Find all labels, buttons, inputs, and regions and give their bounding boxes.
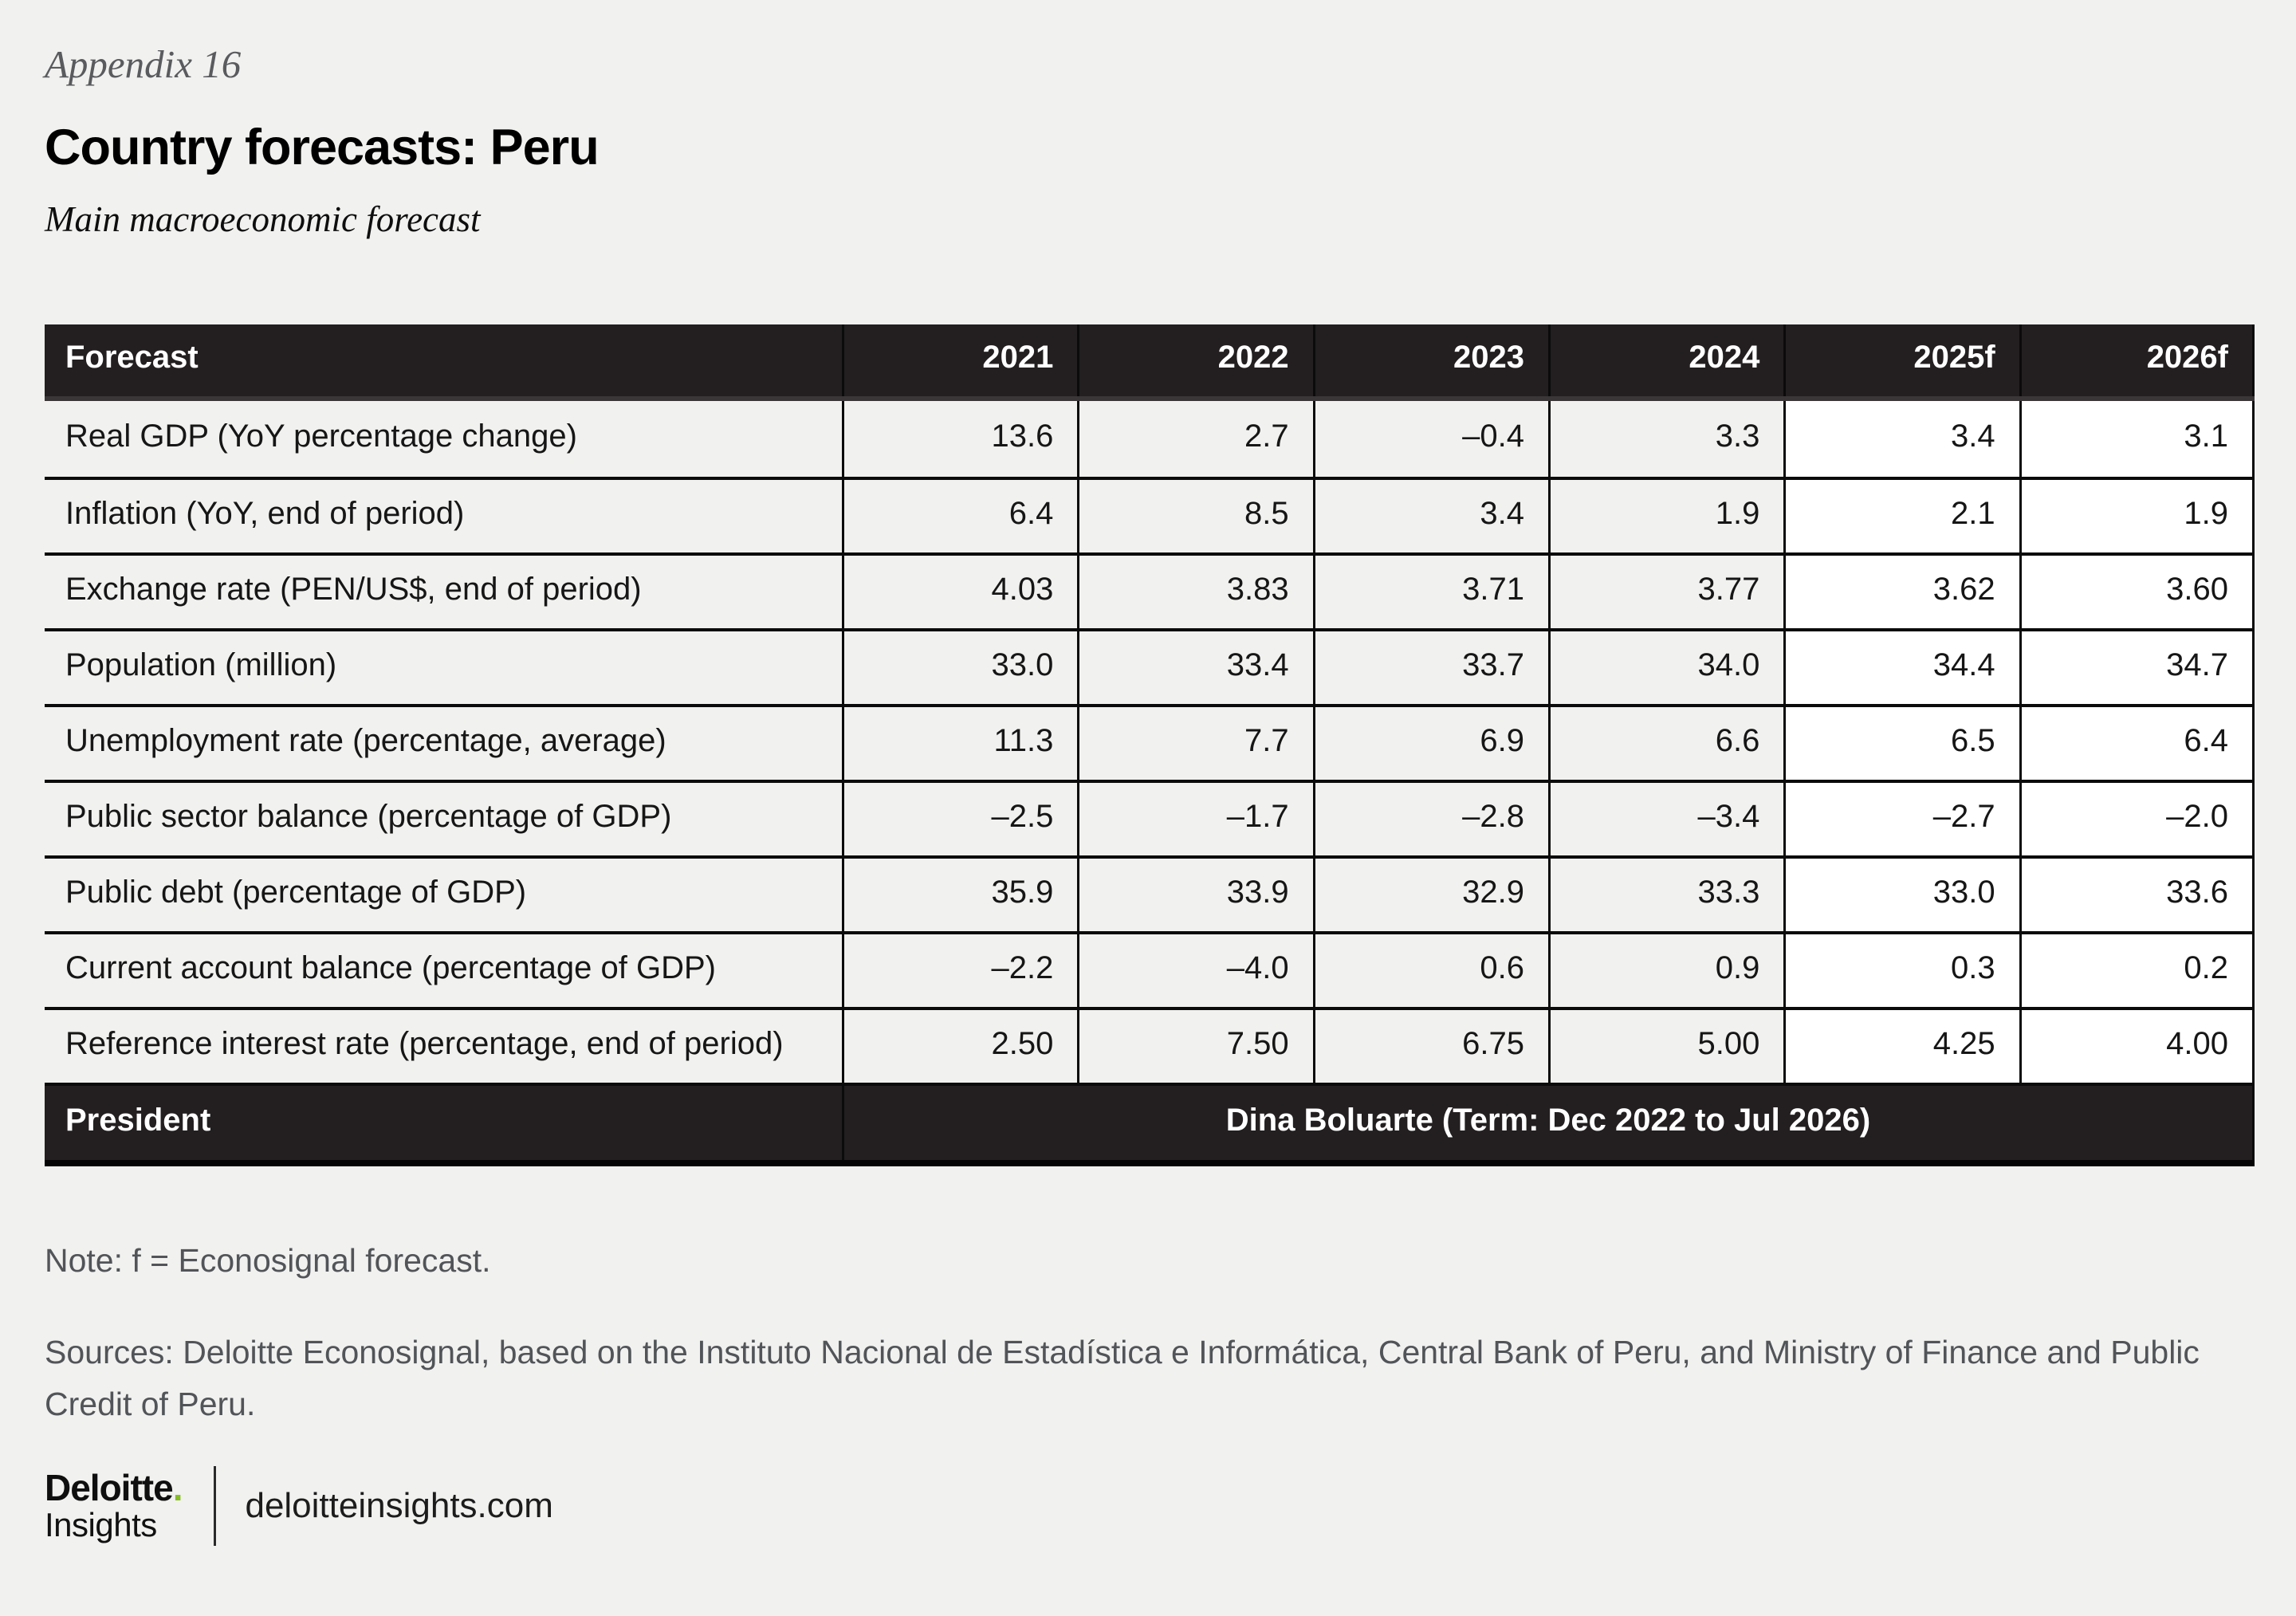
brand-footer: Deloitte. Insights deloitteinsights.com [45, 1466, 2255, 1547]
cell-2026f: 3.1 [2019, 400, 2255, 477]
cell-2026f: 4.00 [2019, 1009, 2255, 1083]
row-label: Public sector balance (percentage of GDP… [65, 798, 672, 834]
cell-2024: –3.4 [1548, 782, 1783, 855]
table-row-unemployment: Unemployment rate (percentage, average) … [45, 703, 2255, 780]
column-header-2023: 2023 [1312, 324, 1548, 396]
cell-2021: 11.3 [842, 706, 1077, 780]
cell-2025f: –2.7 [1783, 782, 2019, 855]
cell-2021: 4.03 [842, 555, 1077, 628]
brand-sub: Insights [45, 1506, 157, 1544]
cell-2023: 3.71 [1312, 555, 1548, 628]
cell-2021: –2.5 [842, 782, 1077, 855]
cell-2026f: 34.7 [2019, 631, 2255, 704]
cell-2026f: 6.4 [2019, 706, 2255, 780]
cell-2025f: 4.25 [1783, 1009, 2019, 1083]
president-value: Dina Boluarte (Term: Dec 2022 to Jul 202… [842, 1085, 2255, 1160]
president-label: President [65, 1102, 211, 1138]
cell-2025f: 2.1 [1783, 479, 2019, 552]
row-label: Public debt (percentage of GDP) [65, 874, 527, 910]
column-header-2026f: 2026f [2019, 324, 2255, 396]
row-label: Unemployment rate (percentage, average) [65, 722, 666, 758]
row-label: Exchange rate (PEN/US$, end of period) [65, 571, 642, 607]
cell-2024: 3.3 [1548, 400, 1783, 477]
cell-2022: 8.5 [1077, 479, 1312, 552]
cell-2026f: –2.0 [2019, 782, 2255, 855]
cell-2026f: 1.9 [2019, 479, 2255, 552]
cell-2026f: 3.60 [2019, 555, 2255, 628]
president-row: President Dina Boluarte (Term: Dec 2022 … [45, 1082, 2255, 1160]
cell-2024: 33.3 [1548, 858, 1783, 931]
table-row-reference-rate: Reference interest rate (percentage, end… [45, 1006, 2255, 1083]
cell-2026f: 33.6 [2019, 858, 2255, 931]
brand-name: Deloitte. [45, 1467, 183, 1509]
page-subtitle: Main macroeconomic forecast [45, 199, 481, 239]
cell-2024: 3.77 [1548, 555, 1783, 628]
cell-2023: 33.7 [1312, 631, 1548, 704]
table-row-real-gdp: Real GDP (YoY percentage change) 13.6 2.… [45, 400, 2255, 477]
cell-2022: 33.4 [1077, 631, 1312, 704]
row-label: Current account balance (percentage of G… [65, 950, 716, 985]
cell-2025f: 3.62 [1783, 555, 2019, 628]
cell-2022: 7.50 [1077, 1009, 1312, 1083]
cell-2021: 2.50 [842, 1009, 1077, 1083]
table-row-public-sector-balance: Public sector balance (percentage of GDP… [45, 779, 2255, 855]
appendix-label: Appendix 16 [45, 42, 242, 86]
cell-2025f: 3.4 [1783, 400, 2019, 477]
cell-2024: 6.6 [1548, 706, 1783, 780]
cell-2023: 6.75 [1312, 1009, 1548, 1083]
cell-2025f: 0.3 [1783, 934, 2019, 1007]
cell-2021: 33.0 [842, 631, 1077, 704]
cell-2022: –1.7 [1077, 782, 1312, 855]
cell-2024: 1.9 [1548, 479, 1783, 552]
column-header-2025f: 2025f [1783, 324, 2019, 396]
page-title: Country forecasts: Peru [45, 120, 600, 176]
column-header-2021: 2021 [842, 324, 1077, 396]
table-row-inflation: Inflation (YoY, end of period) 6.4 8.5 3… [45, 476, 2255, 552]
row-label: Reference interest rate (percentage, end… [65, 1025, 784, 1061]
report-page: Appendix 16 Country forecasts: Peru Main… [0, 40, 2296, 1547]
cell-2023: –2.8 [1312, 782, 1548, 855]
cell-2021: 13.6 [842, 400, 1077, 477]
cell-2026f: 0.2 [2019, 934, 2255, 1007]
cell-2021: 35.9 [842, 858, 1077, 931]
cell-2021: –2.2 [842, 934, 1077, 1007]
cell-2025f: 6.5 [1783, 706, 2019, 780]
row-label: Inflation (YoY, end of period) [65, 495, 465, 531]
column-header-forecast: Forecast [65, 340, 199, 375]
table-row-public-debt: Public debt (percentage of GDP) 35.9 33.… [45, 855, 2255, 931]
column-header-2024: 2024 [1548, 324, 1783, 396]
row-label: Population (million) [65, 647, 337, 682]
table-header-row: Forecast 2021 2022 2023 2024 2025f 2026f [45, 324, 2255, 401]
table-row-population: Population (million) 33.0 33.4 33.7 34.0… [45, 627, 2255, 704]
cell-2022: 2.7 [1077, 400, 1312, 477]
brand-divider [214, 1466, 217, 1547]
cell-2024: 34.0 [1548, 631, 1783, 704]
cell-2022: 3.83 [1077, 555, 1312, 628]
cell-2021: 6.4 [842, 479, 1077, 552]
brand-site-link[interactable]: deloitteinsights.com [245, 1486, 553, 1526]
column-header-2022: 2022 [1077, 324, 1312, 396]
cell-2024: 0.9 [1548, 934, 1783, 1007]
cell-2023: 3.4 [1312, 479, 1548, 552]
brand-green-dot: . [172, 1467, 183, 1509]
cell-2023: 32.9 [1312, 858, 1548, 931]
cell-2023: 0.6 [1312, 934, 1548, 1007]
sources-text: Sources: Deloitte Econosignal, based on … [45, 1334, 2200, 1422]
cell-2023: –0.4 [1312, 400, 1548, 477]
deloitte-insights-logo: Deloitte. Insights [45, 1467, 183, 1544]
cell-2025f: 34.4 [1783, 631, 2019, 704]
cell-2022: 7.7 [1077, 706, 1312, 780]
table-row-current-account: Current account balance (percentage of G… [45, 930, 2255, 1007]
cell-2022: 33.9 [1077, 858, 1312, 931]
cell-2022: –4.0 [1077, 934, 1312, 1007]
forecast-table: Forecast 2021 2022 2023 2024 2025f 2026f… [45, 324, 2255, 1166]
cell-2025f: 33.0 [1783, 858, 2019, 931]
row-label: Real GDP (YoY percentage change) [65, 418, 577, 454]
cell-2024: 5.00 [1548, 1009, 1783, 1083]
table-row-exchange-rate: Exchange rate (PEN/US$, end of period) 4… [45, 552, 2255, 628]
note-text: Note: f = Econosignal forecast. [45, 1241, 491, 1279]
cell-2023: 6.9 [1312, 706, 1548, 780]
